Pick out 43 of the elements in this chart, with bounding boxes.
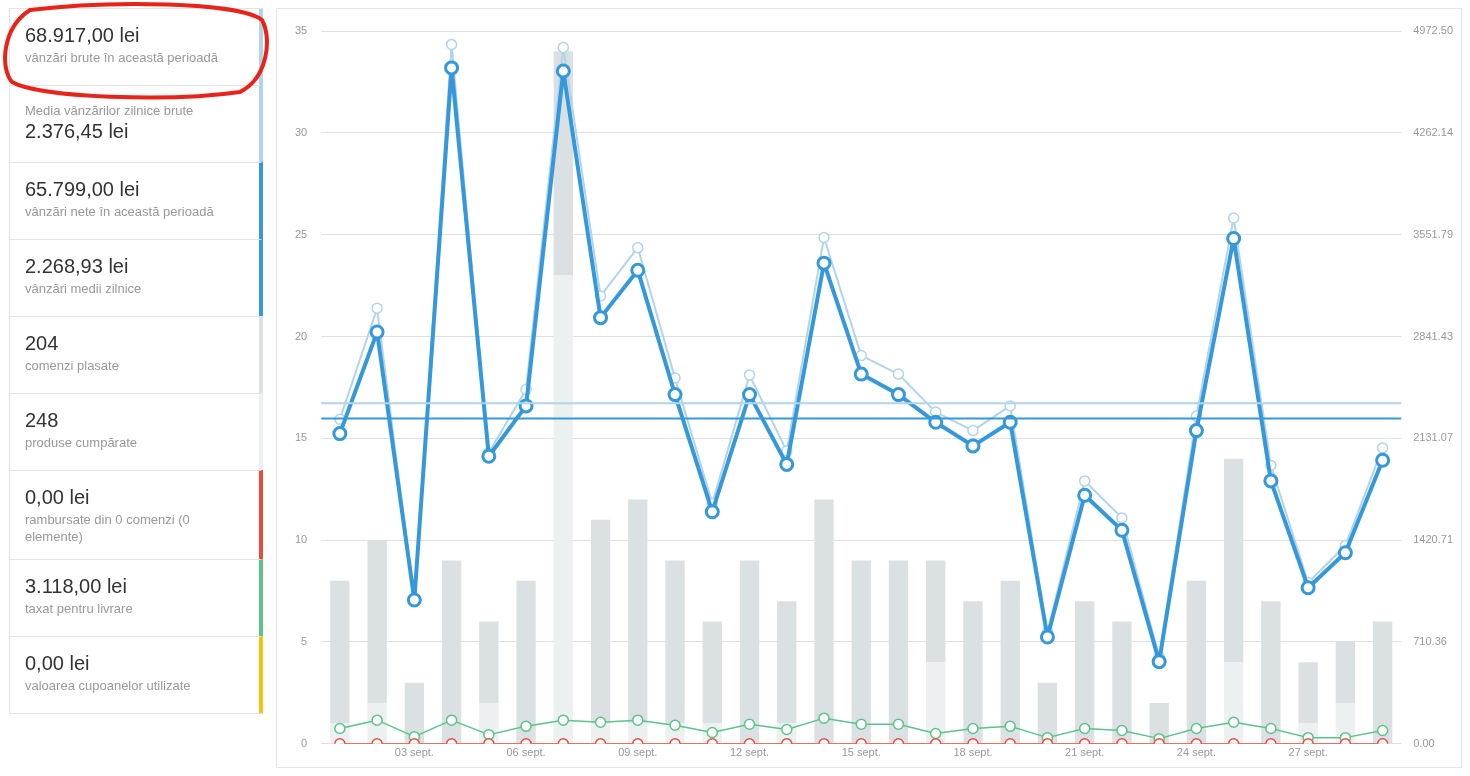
y2-tick-label: 4972.50 bbox=[1413, 24, 1453, 37]
text: 2.268,93 lei bbox=[25, 254, 130, 278]
x-tick-label: 18 sept. bbox=[953, 746, 993, 759]
text: vânzări brute în această perioadă bbox=[25, 49, 219, 66]
text: taxat pentru livrare bbox=[25, 600, 134, 617]
y-tick-label: 25 bbox=[294, 227, 308, 240]
y2-tick-label: 0.00 bbox=[1413, 736, 1435, 749]
x-tick-label: 09 sept. bbox=[618, 746, 658, 759]
text: 2.376,45 lei bbox=[25, 119, 130, 143]
text: comenzi plasate bbox=[25, 357, 120, 374]
text: 0,00 lei bbox=[25, 651, 91, 675]
x-tick-label: 27 sept. bbox=[1288, 746, 1328, 759]
x-tick-label: 15 sept. bbox=[841, 746, 881, 759]
y-tick-label: 30 bbox=[294, 125, 308, 138]
y-tick-label: 20 bbox=[294, 329, 308, 342]
text: 68.917,00 lei bbox=[25, 23, 141, 47]
text: 0,00 lei bbox=[25, 485, 91, 509]
y2-tick-label: 2131.07 bbox=[1413, 431, 1453, 444]
y2-tick-label: 710.36 bbox=[1413, 635, 1447, 647]
y-tick-label: 15 bbox=[294, 431, 308, 444]
text: valoarea cupoanelor utilizate bbox=[25, 677, 192, 694]
x-tick-label: 21 sept. bbox=[1065, 746, 1105, 759]
y-tick-label: 0 bbox=[301, 736, 308, 749]
text: Media vânzărilor zilnice brute bbox=[25, 102, 195, 119]
text: 204 bbox=[25, 331, 60, 355]
y-tick-label: 10 bbox=[294, 533, 308, 546]
y-tick-label: 5 bbox=[301, 635, 308, 647]
text: vânzări nete în această perioadă bbox=[25, 203, 215, 220]
text: rambursate din 0 comenzi (0 elemente) bbox=[25, 511, 191, 545]
y-tick-label: 35 bbox=[294, 24, 308, 37]
text: 248 bbox=[25, 408, 60, 432]
x-tick-label: 12 sept. bbox=[729, 746, 770, 759]
x-tick-label: 06 sept. bbox=[506, 746, 546, 759]
y2-tick-label: 4262.14 bbox=[1413, 125, 1453, 138]
text: produse cumpărate bbox=[25, 434, 138, 451]
x-tick-label: 24 sept. bbox=[1176, 746, 1216, 759]
y2-tick-label: 2841.43 bbox=[1413, 329, 1453, 342]
y2-tick-label: 1420.71 bbox=[1413, 533, 1453, 546]
text: 3.118,00 lei bbox=[25, 574, 128, 598]
x-tick-label: 03 sept. bbox=[394, 746, 434, 759]
y2-tick-label: 3551.79 bbox=[1413, 227, 1453, 240]
text: 65.799,00 lei bbox=[25, 177, 141, 201]
text: vânzări medii zilnice bbox=[25, 280, 143, 297]
